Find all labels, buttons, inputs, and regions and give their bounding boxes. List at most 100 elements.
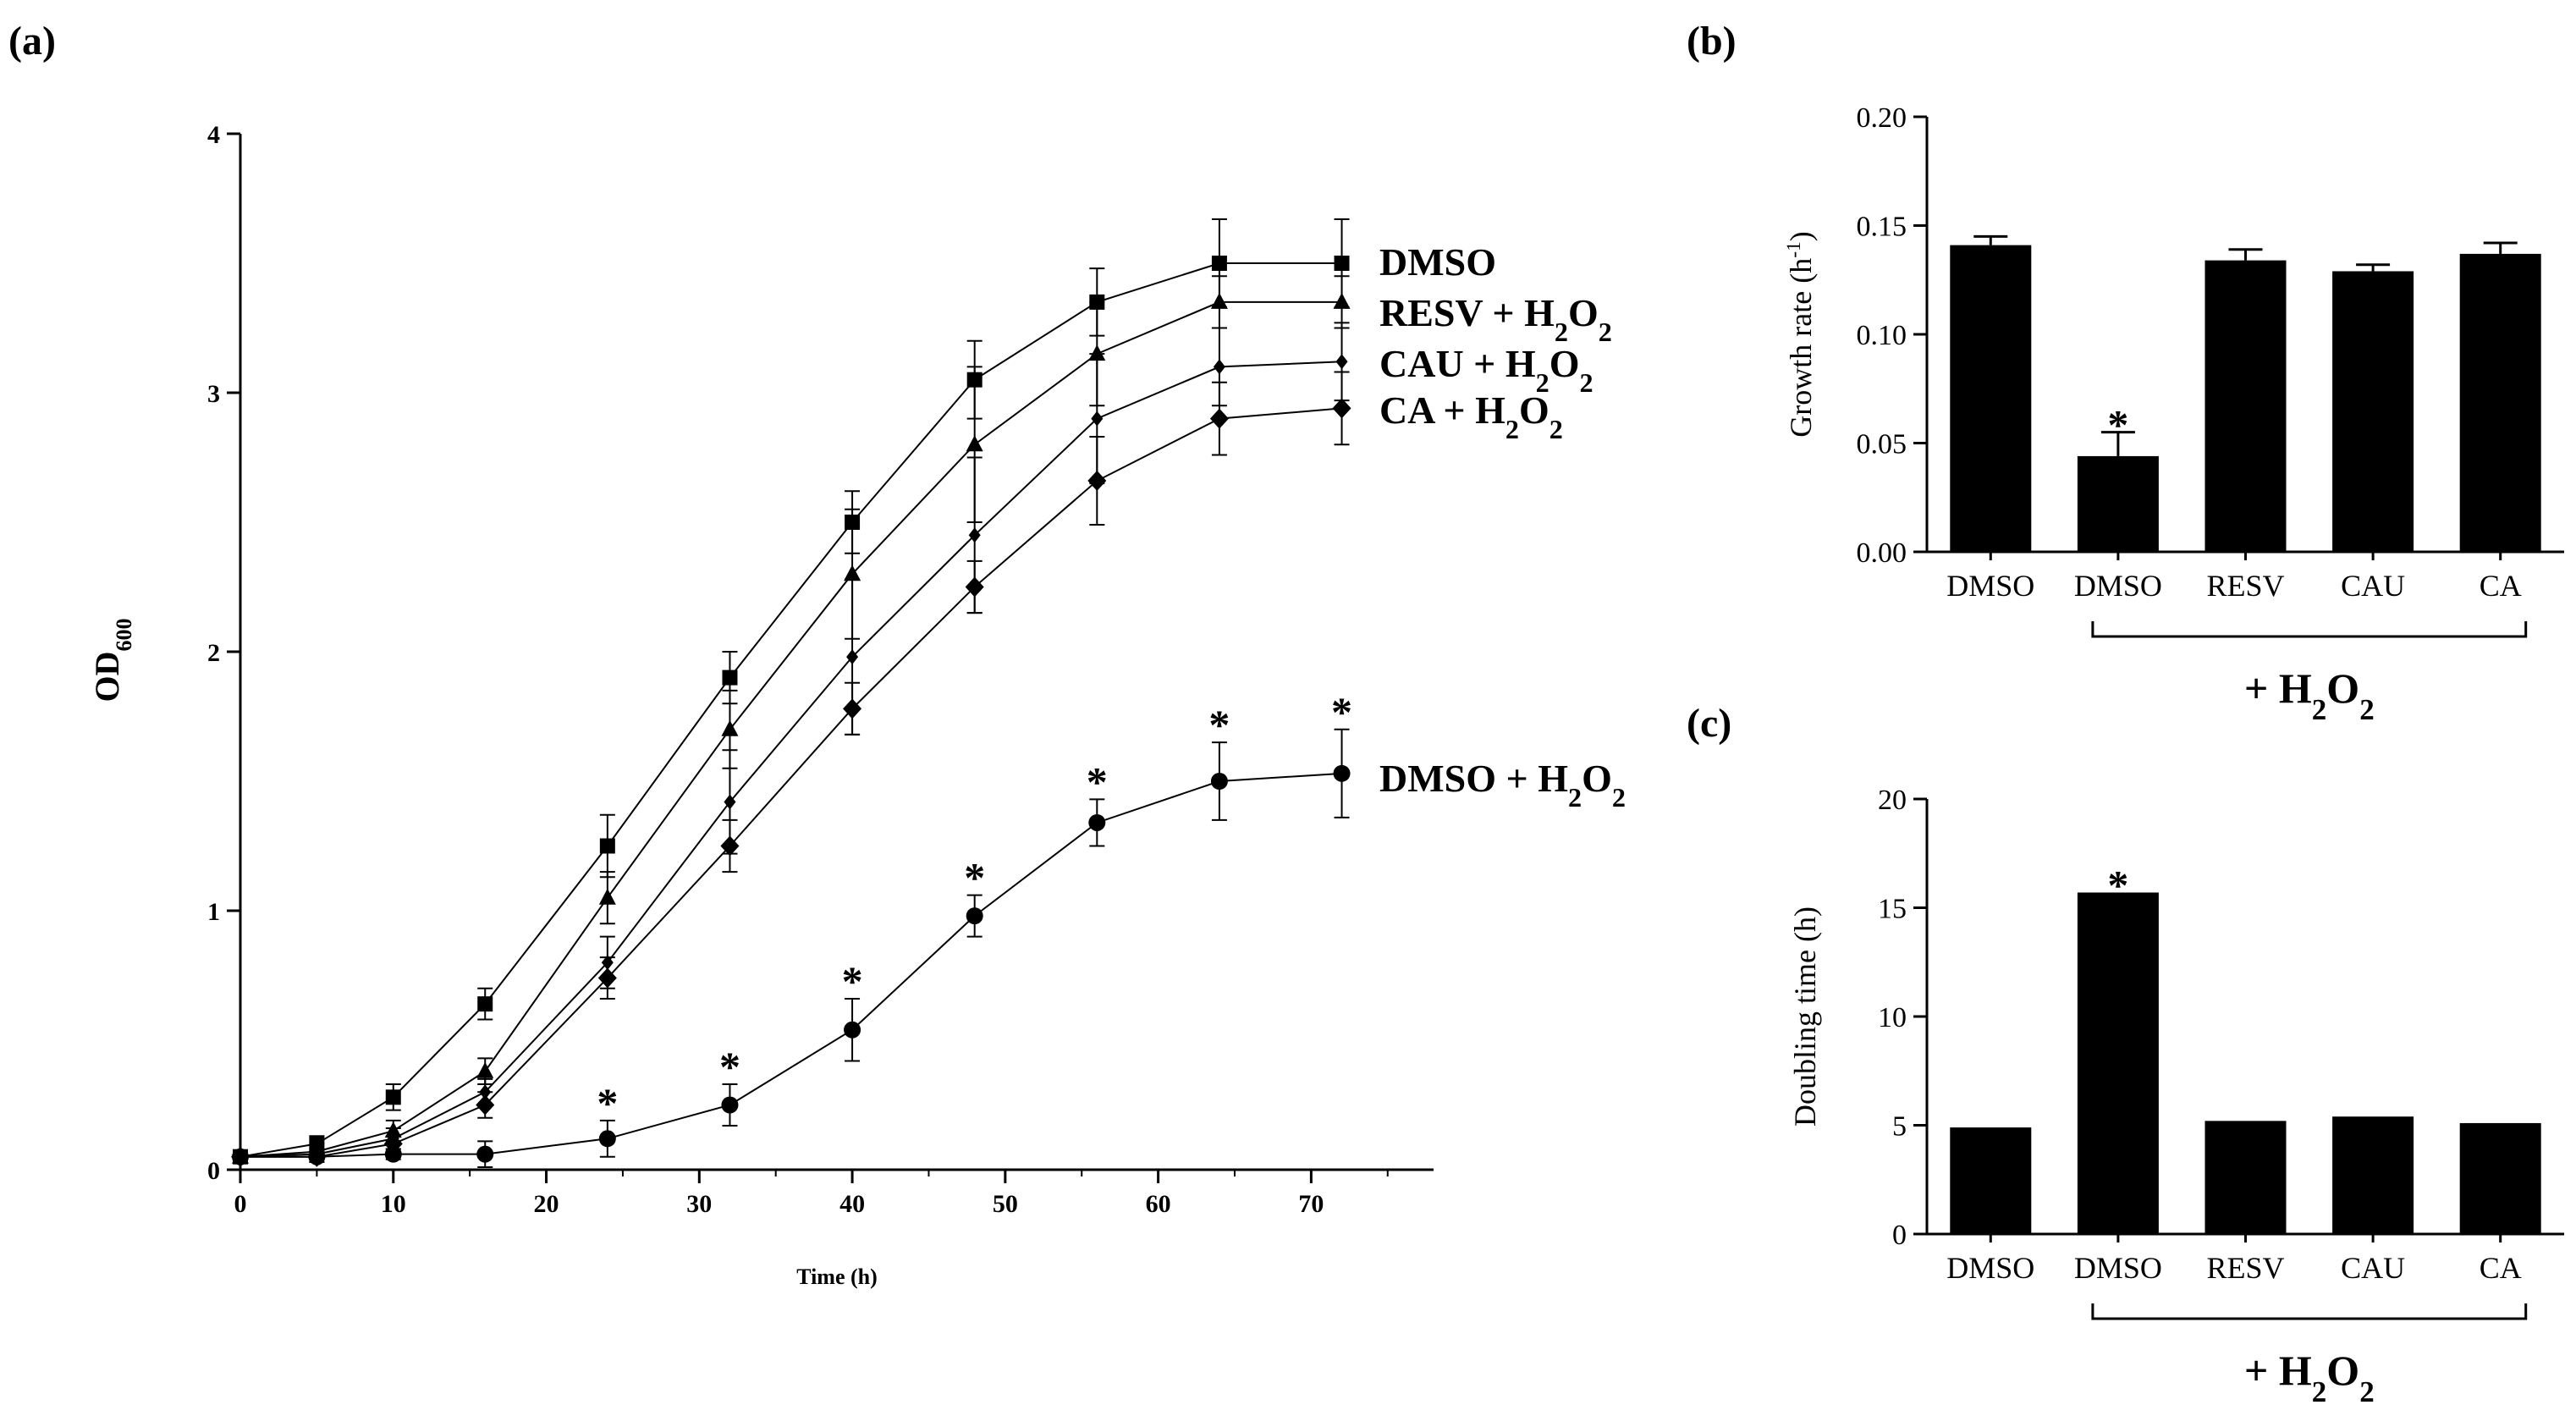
data-point-square: [477, 996, 493, 1012]
data-point-diamond: [843, 698, 862, 719]
bar: [2459, 1122, 2541, 1234]
significance-star: *: [2107, 862, 2128, 909]
series-dmso-h2o2: * * * * * * *: [232, 688, 1352, 1168]
series-line: [240, 772, 1342, 1158]
x-tick-label: 50: [993, 1190, 1018, 1218]
bar: [1950, 245, 2032, 552]
y-tick-label: 10: [1878, 1002, 1907, 1033]
y-tick-label: 20: [1878, 785, 1907, 816]
data-point-triangle: [1210, 292, 1228, 309]
significance-star: *: [964, 854, 985, 901]
category-label: DMSO: [1946, 569, 2034, 603]
y-tick-label: 0.15: [1857, 212, 1907, 243]
category-label: RESV: [2206, 1251, 2284, 1285]
category-label: DMSO: [1946, 1251, 2034, 1285]
x-tick-label: 60: [1146, 1190, 1171, 1218]
data-point-circle: [384, 1145, 402, 1163]
data-point-circle: [721, 1096, 739, 1114]
significance-star: *: [597, 1079, 618, 1127]
data-point-circle: [232, 1148, 249, 1165]
y-tick-label: 0.10: [1857, 320, 1907, 351]
data-point-diamond-small: [1091, 410, 1104, 427]
group-label: + H2O2: [2244, 1347, 2375, 1405]
series-dmso: [233, 218, 1350, 1165]
x-axis-title: Time (h): [796, 1264, 878, 1289]
legend-entry: CAU + H2O2: [1379, 342, 1593, 398]
y-tick-label: 0.00: [1857, 537, 1907, 569]
x-tick-label: 40: [839, 1190, 865, 1218]
panel-c-doubling-time-bar-chart: (c) 0 5 10 15 20 DMSO * DMSO RESV CAU CA + H2O2 Doubl…: [1687, 701, 2564, 1405]
legend-entry: DMSO: [1379, 240, 1496, 284]
x-tick-label: 20: [534, 1190, 559, 1218]
data-point-circle: [1333, 764, 1351, 782]
y-tick-label: 0: [1892, 1220, 1907, 1251]
panel-b-growth-rate-bar-chart: (b) 0.00 0.05 0.10 0.15 0.20 DMSO * DMSO RESV CAU C…: [1687, 19, 2564, 726]
group-label: + H2O2: [2244, 664, 2375, 726]
y-tick-label: 15: [1878, 894, 1907, 925]
group-bracket: [2091, 621, 2528, 638]
data-point-circle: [598, 1130, 616, 1148]
bar: [2204, 1121, 2287, 1234]
data-point-diamond-small: [1335, 354, 1348, 370]
data-point-circle: [308, 1148, 326, 1165]
x-tick-label: 10: [381, 1190, 406, 1218]
y-tick-label: 2: [207, 639, 220, 667]
data-point-triangle: [1333, 292, 1351, 309]
data-point-diamond-small: [1213, 359, 1225, 375]
data-point-triangle: [721, 719, 739, 736]
data-point-circle: [476, 1145, 494, 1163]
data-point-triangle: [966, 435, 983, 452]
data-point-diamond: [1209, 408, 1229, 429]
bar: [2459, 253, 2541, 552]
data-point-diamond: [965, 576, 984, 598]
y-tick-label: 0.20: [1857, 102, 1907, 134]
data-point-diamond: [597, 967, 617, 989]
category-label: RESV: [2206, 569, 2284, 603]
y-tick-label: 1: [207, 898, 220, 926]
data-point-square: [385, 1089, 401, 1105]
data-point-circle: [1088, 813, 1106, 831]
significance-star: *: [1331, 688, 1352, 736]
series-line: [239, 262, 1342, 1158]
panel-a-label: (a): [8, 19, 56, 63]
panelB-label: (b): [1687, 19, 1737, 63]
bar: [1950, 1127, 2032, 1234]
y-axis-title: OD600: [88, 619, 136, 702]
group-bracket: [2091, 1303, 2528, 1320]
category-label: CA: [2480, 1251, 2522, 1285]
bar: [2332, 1116, 2414, 1234]
data-point-square: [1334, 256, 1350, 271]
legend-entry: RESV + H2O2: [1379, 291, 1612, 347]
y-tick-label: 4: [207, 121, 220, 149]
bar: [2332, 271, 2414, 552]
series-resv-h2o2: [232, 275, 1351, 1164]
series-cau-h2o2: [233, 322, 1350, 1165]
bar: [2204, 260, 2287, 552]
data-point-circle: [844, 1021, 861, 1039]
y-tick-label: 3: [207, 380, 220, 408]
x-tick-label: 0: [234, 1190, 247, 1218]
data-point-square: [722, 669, 738, 686]
data-point-diamond: [720, 835, 740, 857]
series-line: [239, 361, 1342, 1158]
data-point-triangle: [1088, 344, 1106, 361]
significance-star: *: [2107, 401, 2128, 449]
category-label: CA: [2480, 569, 2522, 603]
category-label: CAU: [2341, 569, 2405, 603]
data-point-square: [599, 838, 615, 854]
category-label: DMSO: [2074, 1251, 2162, 1285]
series-ca-h2o2: [231, 371, 1351, 1167]
data-point-square: [1211, 256, 1227, 271]
data-point-diamond: [476, 1094, 495, 1116]
data-point-diamond-small: [968, 527, 981, 543]
significance-star: *: [842, 957, 863, 1005]
data-point-circle: [966, 907, 983, 925]
data-point-triangle: [844, 565, 861, 581]
x-tick-label: 70: [1298, 1190, 1324, 1218]
data-point-diamond: [1087, 471, 1107, 492]
legend-entry: DMSO + H2O2: [1379, 757, 1626, 813]
y-axis-title: Doubling time (h): [1788, 906, 1822, 1127]
significance-star: *: [1208, 701, 1230, 748]
data-point-diamond: [1332, 398, 1351, 419]
